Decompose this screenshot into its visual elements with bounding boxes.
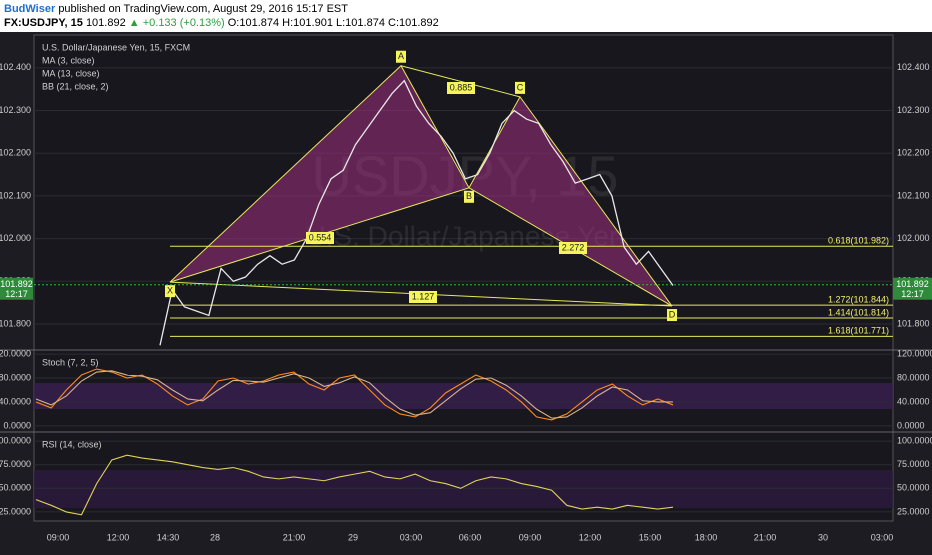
- ohlc: L:101.874: [336, 17, 385, 29]
- y-tick-label: 0.0000: [3, 420, 31, 430]
- x-tick-label: 30: [818, 532, 828, 542]
- ratio-box: [409, 291, 437, 303]
- y-tick-label: 101.800: [897, 318, 930, 328]
- x-tick-label: 14:30: [157, 532, 180, 542]
- pattern-point-box: [165, 285, 175, 298]
- pattern-line: [400, 65, 521, 98]
- x-tick-label: 18:00: [695, 532, 718, 542]
- pattern-point-label: B: [466, 191, 472, 201]
- countdown: 12:17: [901, 289, 924, 299]
- ratio-box: [559, 242, 587, 254]
- ohlc: O:101.874: [227, 17, 280, 29]
- symbol: FX:USDJPY, 15: [4, 17, 83, 29]
- y-tick-label: 80.0000: [0, 372, 31, 382]
- fib-label: 1.272(101.844): [828, 295, 889, 305]
- indicator-line: [35, 368, 674, 421]
- header: BudWiser published on TradingView.com, A…: [0, 0, 932, 32]
- y-tick-label: 25.0000: [0, 506, 31, 516]
- y-tick-label: 102.100: [0, 190, 31, 200]
- y-tick-label: 102.400: [0, 62, 31, 72]
- y-tick-label: 102.400: [897, 62, 930, 72]
- countdown: 12:17: [5, 289, 28, 299]
- y-tick-label: 50.0000: [0, 483, 31, 493]
- ratio-box: [306, 232, 334, 244]
- ohlc: H:101.901: [282, 17, 333, 29]
- y-tick-label: 120.0000: [0, 348, 31, 358]
- price-tag-label: 101.892: [896, 279, 929, 289]
- x-tick-label: 28: [210, 532, 220, 542]
- fib-label: 1.618(101.771): [828, 326, 889, 336]
- ratio-label: 2.272: [562, 242, 585, 252]
- y-tick-label: 75.0000: [897, 459, 930, 469]
- y-tick-label: 101.800: [0, 318, 31, 328]
- y-tick-label: 100.0000: [897, 435, 932, 445]
- y-tick-label: 102.200: [0, 148, 31, 158]
- x-tick-label: 06:00: [459, 532, 482, 542]
- x-tick-label: 15:00: [639, 532, 662, 542]
- ohlc: C:101.892: [388, 17, 439, 29]
- pattern-point-label: X: [167, 286, 173, 296]
- y-tick-label: 40.0000: [0, 396, 31, 406]
- price-tag: [893, 277, 932, 300]
- y-tick-label: 40.0000: [897, 396, 930, 406]
- y-tick-label: 120.0000: [897, 348, 932, 358]
- change: +0.133 (+0.13%): [142, 17, 225, 29]
- arrow: ▲: [128, 17, 140, 29]
- x-tick-label: 12:00: [579, 532, 602, 542]
- price: 101.892: [85, 17, 126, 29]
- price-line: [159, 79, 674, 346]
- panel-title: Stoch (7, 2, 5): [42, 357, 99, 367]
- pattern-point-box: [515, 81, 525, 94]
- y-tick-label: 102.100: [897, 190, 930, 200]
- y-tick-label: 102.200: [897, 148, 930, 158]
- panel-title: RSI (14, close): [42, 439, 102, 449]
- fib-label: 1.414(101.814): [828, 307, 889, 317]
- y-tick-label: 75.0000: [0, 459, 31, 469]
- pattern-point-box: [667, 309, 677, 322]
- pattern-point-box: [396, 50, 406, 63]
- y-tick-label: 0.0000: [897, 420, 925, 430]
- x-tick-label: 03:00: [400, 532, 423, 542]
- panel-title: U.S. Dollar/Japanese Yen, 15, FXCM: [42, 42, 190, 52]
- plot-background: [33, 34, 894, 522]
- published: published on TradingView.com, August 29,…: [58, 3, 348, 15]
- ratio-label: 0.885: [450, 82, 473, 92]
- indicator-label: MA (3, close): [42, 55, 95, 65]
- chart: 101.800101.800101.900101.900102.000102.0…: [0, 34, 932, 542]
- y-tick-label: 25.0000: [897, 506, 930, 516]
- x-tick-label: 21:00: [283, 532, 306, 542]
- y-tick-label: 102.300: [897, 105, 930, 115]
- indicator-line: [35, 454, 674, 516]
- pattern-point-label: D: [669, 309, 676, 319]
- pattern-point-box: [464, 190, 474, 203]
- indicator-label: MA (13, close): [42, 68, 100, 78]
- y-tick-label: 102.000: [897, 233, 930, 243]
- x-tick-label: 21:00: [754, 532, 777, 542]
- indicator-label: BB (21, close, 2): [42, 81, 109, 91]
- ratio-box: [447, 82, 475, 94]
- x-tick-label: 12:00: [107, 532, 130, 542]
- indicator-line: [35, 370, 673, 419]
- pattern-point-label: A: [398, 51, 404, 61]
- author[interactable]: BudWiser: [4, 3, 56, 15]
- y-tick-label: 80.0000: [897, 372, 930, 382]
- y-tick-label: 100.0000: [0, 435, 31, 445]
- price-tag: [0, 277, 33, 300]
- y-tick-label: 102.300: [0, 105, 31, 115]
- y-tick-label: 102.000: [0, 233, 31, 243]
- pattern-point-label: C: [517, 82, 524, 92]
- y-tick-label: 50.0000: [897, 483, 930, 493]
- x-tick-label: 29: [348, 532, 358, 542]
- x-tick-label: 03:00: [871, 532, 894, 542]
- price-tag-label: 101.892: [0, 279, 33, 289]
- x-tick-label: 09:00: [47, 532, 70, 542]
- fib-label: 0.618(101.982): [828, 236, 889, 246]
- ratio-label: 0.554: [309, 232, 332, 242]
- x-tick-label: 09:00: [519, 532, 542, 542]
- rsi-band: [34, 470, 893, 508]
- ratio-label: 1.127: [412, 291, 435, 301]
